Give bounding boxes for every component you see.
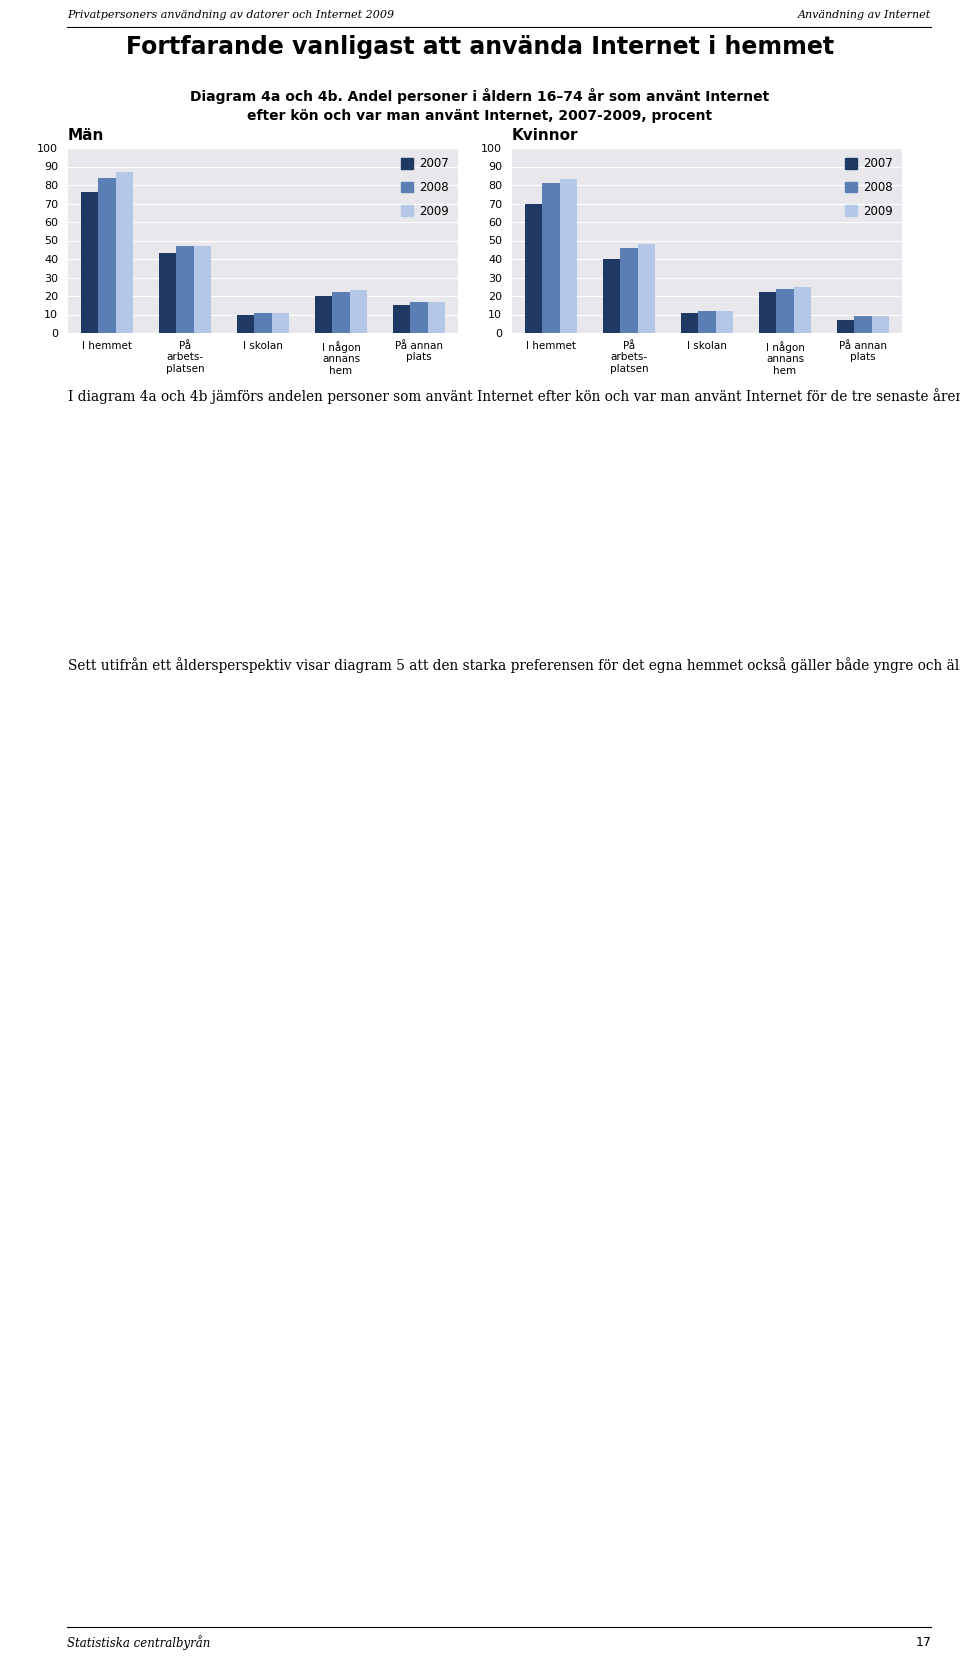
Bar [411,302,427,332]
Bar [349,291,367,332]
Bar [315,296,332,332]
Text: Sett utifrån ett åldersperspektiv visar diagram 5 att den starka preferensen för: Sett utifrån ett åldersperspektiv visar … [68,656,960,673]
Bar [525,204,542,332]
Bar [99,178,115,332]
Text: 17: 17 [915,1636,931,1649]
Bar [159,254,177,332]
Bar [115,173,132,332]
Bar [427,302,444,332]
Bar [177,246,194,332]
Bar [699,311,715,332]
Bar [82,193,99,332]
Bar [715,311,732,332]
Bar [603,259,620,332]
Bar [194,246,211,332]
Bar [854,316,872,332]
Legend: 2007, 2008, 2009: 2007, 2008, 2009 [842,154,896,221]
Bar [254,312,272,332]
Text: Fortfarande vanligast att använda Internet i hemmet: Fortfarande vanligast att använda Intern… [126,35,834,60]
Bar [560,179,577,332]
Bar [637,244,655,332]
Text: I diagram 4a och 4b jämförs andelen personer som använt Internet efter kön och v: I diagram 4a och 4b jämförs andelen pers… [68,389,960,404]
Bar [794,287,811,332]
Bar [777,289,794,332]
Bar [237,314,254,332]
Bar [872,316,889,332]
Bar [759,292,777,332]
Bar [272,312,289,332]
Bar [332,292,349,332]
Bar [837,321,854,332]
Bar [620,247,637,332]
Text: Kvinnor: Kvinnor [512,128,579,143]
Text: Statistiska centralbyrån: Statistiska centralbyrån [67,1636,210,1651]
Bar [682,312,699,332]
Text: Användning av Internet: Användning av Internet [798,10,931,20]
Bar [394,306,411,332]
Text: Män: Män [68,128,105,143]
Text: Privatpersoners användning av datorer och Internet 2009: Privatpersoners användning av datorer oc… [67,10,395,20]
Bar [542,183,560,332]
Legend: 2007, 2008, 2009: 2007, 2008, 2009 [397,154,452,221]
Text: Diagram 4a och 4b. Andel personer i åldern 16–74 år som använt Internet
efter kö: Diagram 4a och 4b. Andel personer i ålde… [190,88,770,123]
